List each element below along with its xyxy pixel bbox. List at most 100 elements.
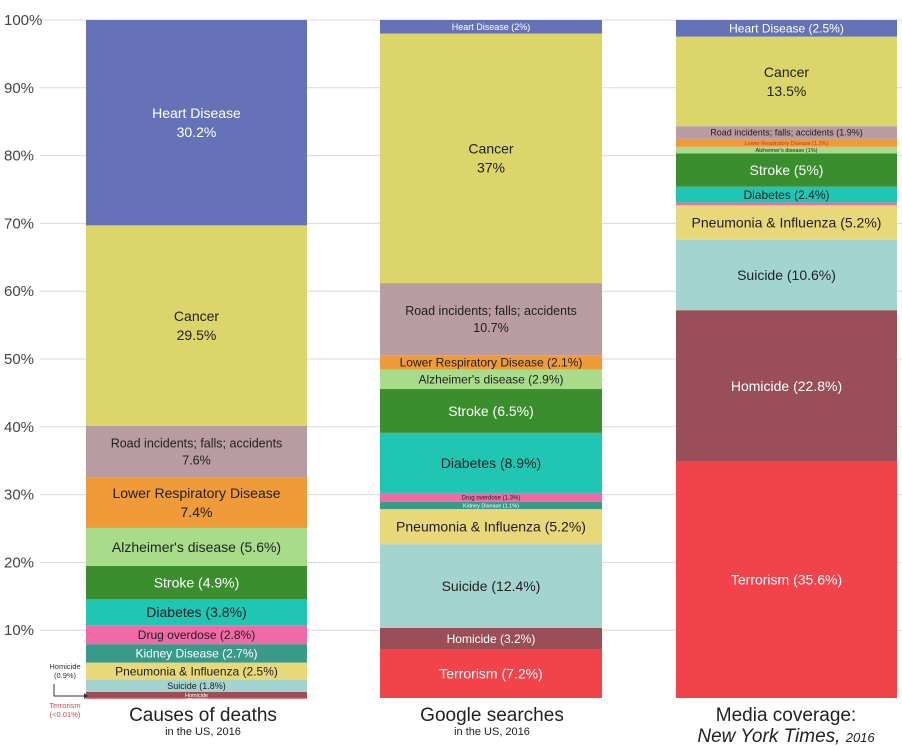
bar-segment xyxy=(86,425,307,478)
segment-label: Road incidents; falls; accidents (1.9%) xyxy=(710,128,863,138)
bar-segment xyxy=(380,492,602,502)
segment-label: Pneumonia & Influenza (2.5%) xyxy=(115,664,278,678)
y-tick-label: 50% xyxy=(4,351,34,368)
column-title: Media coverage: xyxy=(715,705,857,726)
column-subtitle: in the US, 2016 xyxy=(165,726,241,738)
terrorism-annotation: Terrorism (<0.01%) xyxy=(40,701,90,719)
bar-segment xyxy=(676,310,897,462)
bar-segment xyxy=(86,477,307,528)
segment-label: Cancer xyxy=(764,64,809,80)
bar-segment xyxy=(86,662,307,680)
segment-label: Suicide (12.4%) xyxy=(442,578,541,594)
y-axis: 10% 20% 30% 40% 50% 60% 70% 80% 90% 100% xyxy=(4,12,42,639)
bar-segment xyxy=(676,153,897,187)
bar-column: Terrorism (7.2%) Homicide (3.2%) Suicide (… xyxy=(380,20,602,698)
segment-label: 30.2% xyxy=(177,124,217,140)
terrorism-annotation-text: Terrorism (<0.01%) xyxy=(49,701,81,719)
bar-segment xyxy=(86,691,307,698)
bar-segment xyxy=(380,389,602,433)
segment-label: Stroke (5%) xyxy=(750,162,824,178)
segment-label: Alzheimer's disease (2.9%) xyxy=(418,372,563,386)
segment-label: Homicide (3.2%) xyxy=(447,632,536,646)
y-tick-label: 30% xyxy=(4,487,34,504)
bar-segment xyxy=(380,33,602,284)
bar-column: Terrorism (35.6%) Homicide (22.8%) Suicide… xyxy=(676,20,897,698)
y-tick-label: 40% xyxy=(4,419,34,436)
bar-segment xyxy=(86,599,307,626)
segment-label: Alzheimer's disease (1%) xyxy=(756,148,818,154)
bar-segment xyxy=(676,202,897,206)
segment-label: Heart Disease xyxy=(152,105,241,121)
bar-segment xyxy=(86,527,307,567)
bar-segment xyxy=(86,225,307,426)
bar-segment xyxy=(676,138,897,147)
segment-label: 10.7% xyxy=(473,321,508,335)
bar-segment xyxy=(86,644,307,663)
segment-label: Homicide xyxy=(185,693,208,699)
segment-label: 7.6% xyxy=(182,454,211,468)
column-title: Google searches xyxy=(420,705,564,726)
segment-label: Heart Disease (2%) xyxy=(452,22,531,32)
segment-label: Drug overdose (1.3%) xyxy=(462,495,521,501)
bar-segment xyxy=(380,627,602,650)
bar-segment xyxy=(380,544,602,628)
segment-label: Road incidents; falls; accidents xyxy=(111,437,283,451)
segment-label: Lower Respiratory Disease (2.1%) xyxy=(400,356,583,370)
segment-label: Cancer xyxy=(174,308,219,324)
y-tick-label: 80% xyxy=(4,148,34,165)
column-subtitle: in the US, 2016 xyxy=(454,726,530,738)
segment-label: Road incidents; falls; accidents xyxy=(405,304,577,318)
segment-label: Cancer xyxy=(468,141,513,157)
segment-label: Kidney Disease (1.1%) xyxy=(463,503,519,509)
y-tick-label: 90% xyxy=(4,80,34,97)
segment-label: Pneumonia & Influenza (5.2%) xyxy=(692,214,882,230)
segment-label: Lower Respiratory Disease xyxy=(112,485,280,501)
bar-segment xyxy=(380,355,602,370)
segment-label: Lower Respiratory Disease (1.2%) xyxy=(745,141,829,147)
bar-segment xyxy=(380,283,602,356)
homicide-annotation-text: Homicide (0.9%) xyxy=(49,662,81,680)
segment-label: Heart Disease (2.5%) xyxy=(729,22,844,36)
bar-segment xyxy=(380,649,602,698)
bar-segment xyxy=(676,186,897,203)
bar-segment xyxy=(380,509,602,545)
bar-segment xyxy=(380,432,602,493)
homicide-annotation-arrow xyxy=(53,684,88,699)
segment-label: Diabetes (8.9%) xyxy=(441,455,541,471)
column-subtitle-text: New York Times, xyxy=(697,726,841,747)
segment-label: Diabetes (2.4%) xyxy=(743,188,829,202)
column-caption-causes: Causes of deaths in the US, 2016 xyxy=(86,705,320,739)
segment-label: Kidney Disease (2.7%) xyxy=(135,647,257,661)
segment-label: Stroke (4.9%) xyxy=(154,575,240,591)
segment-label: 29.5% xyxy=(177,327,217,343)
segment-label: Suicide (1.8%) xyxy=(167,681,226,691)
column-title: Causes of deaths xyxy=(129,705,277,726)
bar-segment xyxy=(380,20,602,34)
bar-segment xyxy=(86,679,307,692)
segment-label: 13.5% xyxy=(767,83,807,99)
segment-label: Drug overdose (2.8%) xyxy=(138,628,255,642)
y-tick-label: 20% xyxy=(4,554,34,571)
bar-segment xyxy=(676,126,897,139)
bar-segment xyxy=(86,20,307,226)
bar-segment xyxy=(676,239,897,311)
segment-label: Terrorism (7.2%) xyxy=(439,666,542,682)
segment-label: Terrorism xyxy=(185,696,208,702)
y-tick-label: 100% xyxy=(4,12,42,29)
bar-segment xyxy=(676,461,897,698)
bar-segment xyxy=(380,501,602,510)
column-subtitle: New York Times, 2016 xyxy=(670,726,902,748)
bar-segment xyxy=(676,205,897,240)
segment-label: Alzheimer's disease (5.6%) xyxy=(112,539,281,555)
bar-segment xyxy=(86,625,307,645)
column-caption-media: Media coverage: New York Times, 2016 xyxy=(670,705,902,748)
segment-label: Suicide (10.6%) xyxy=(737,267,836,283)
column-subtitle-year: 2016 xyxy=(845,730,875,745)
homicide-annotation: Homicide (0.9%) xyxy=(40,662,90,680)
segment-label: 37% xyxy=(477,160,505,176)
bar-segment xyxy=(86,566,307,600)
segment-label: Diabetes (3.8%) xyxy=(146,604,246,620)
